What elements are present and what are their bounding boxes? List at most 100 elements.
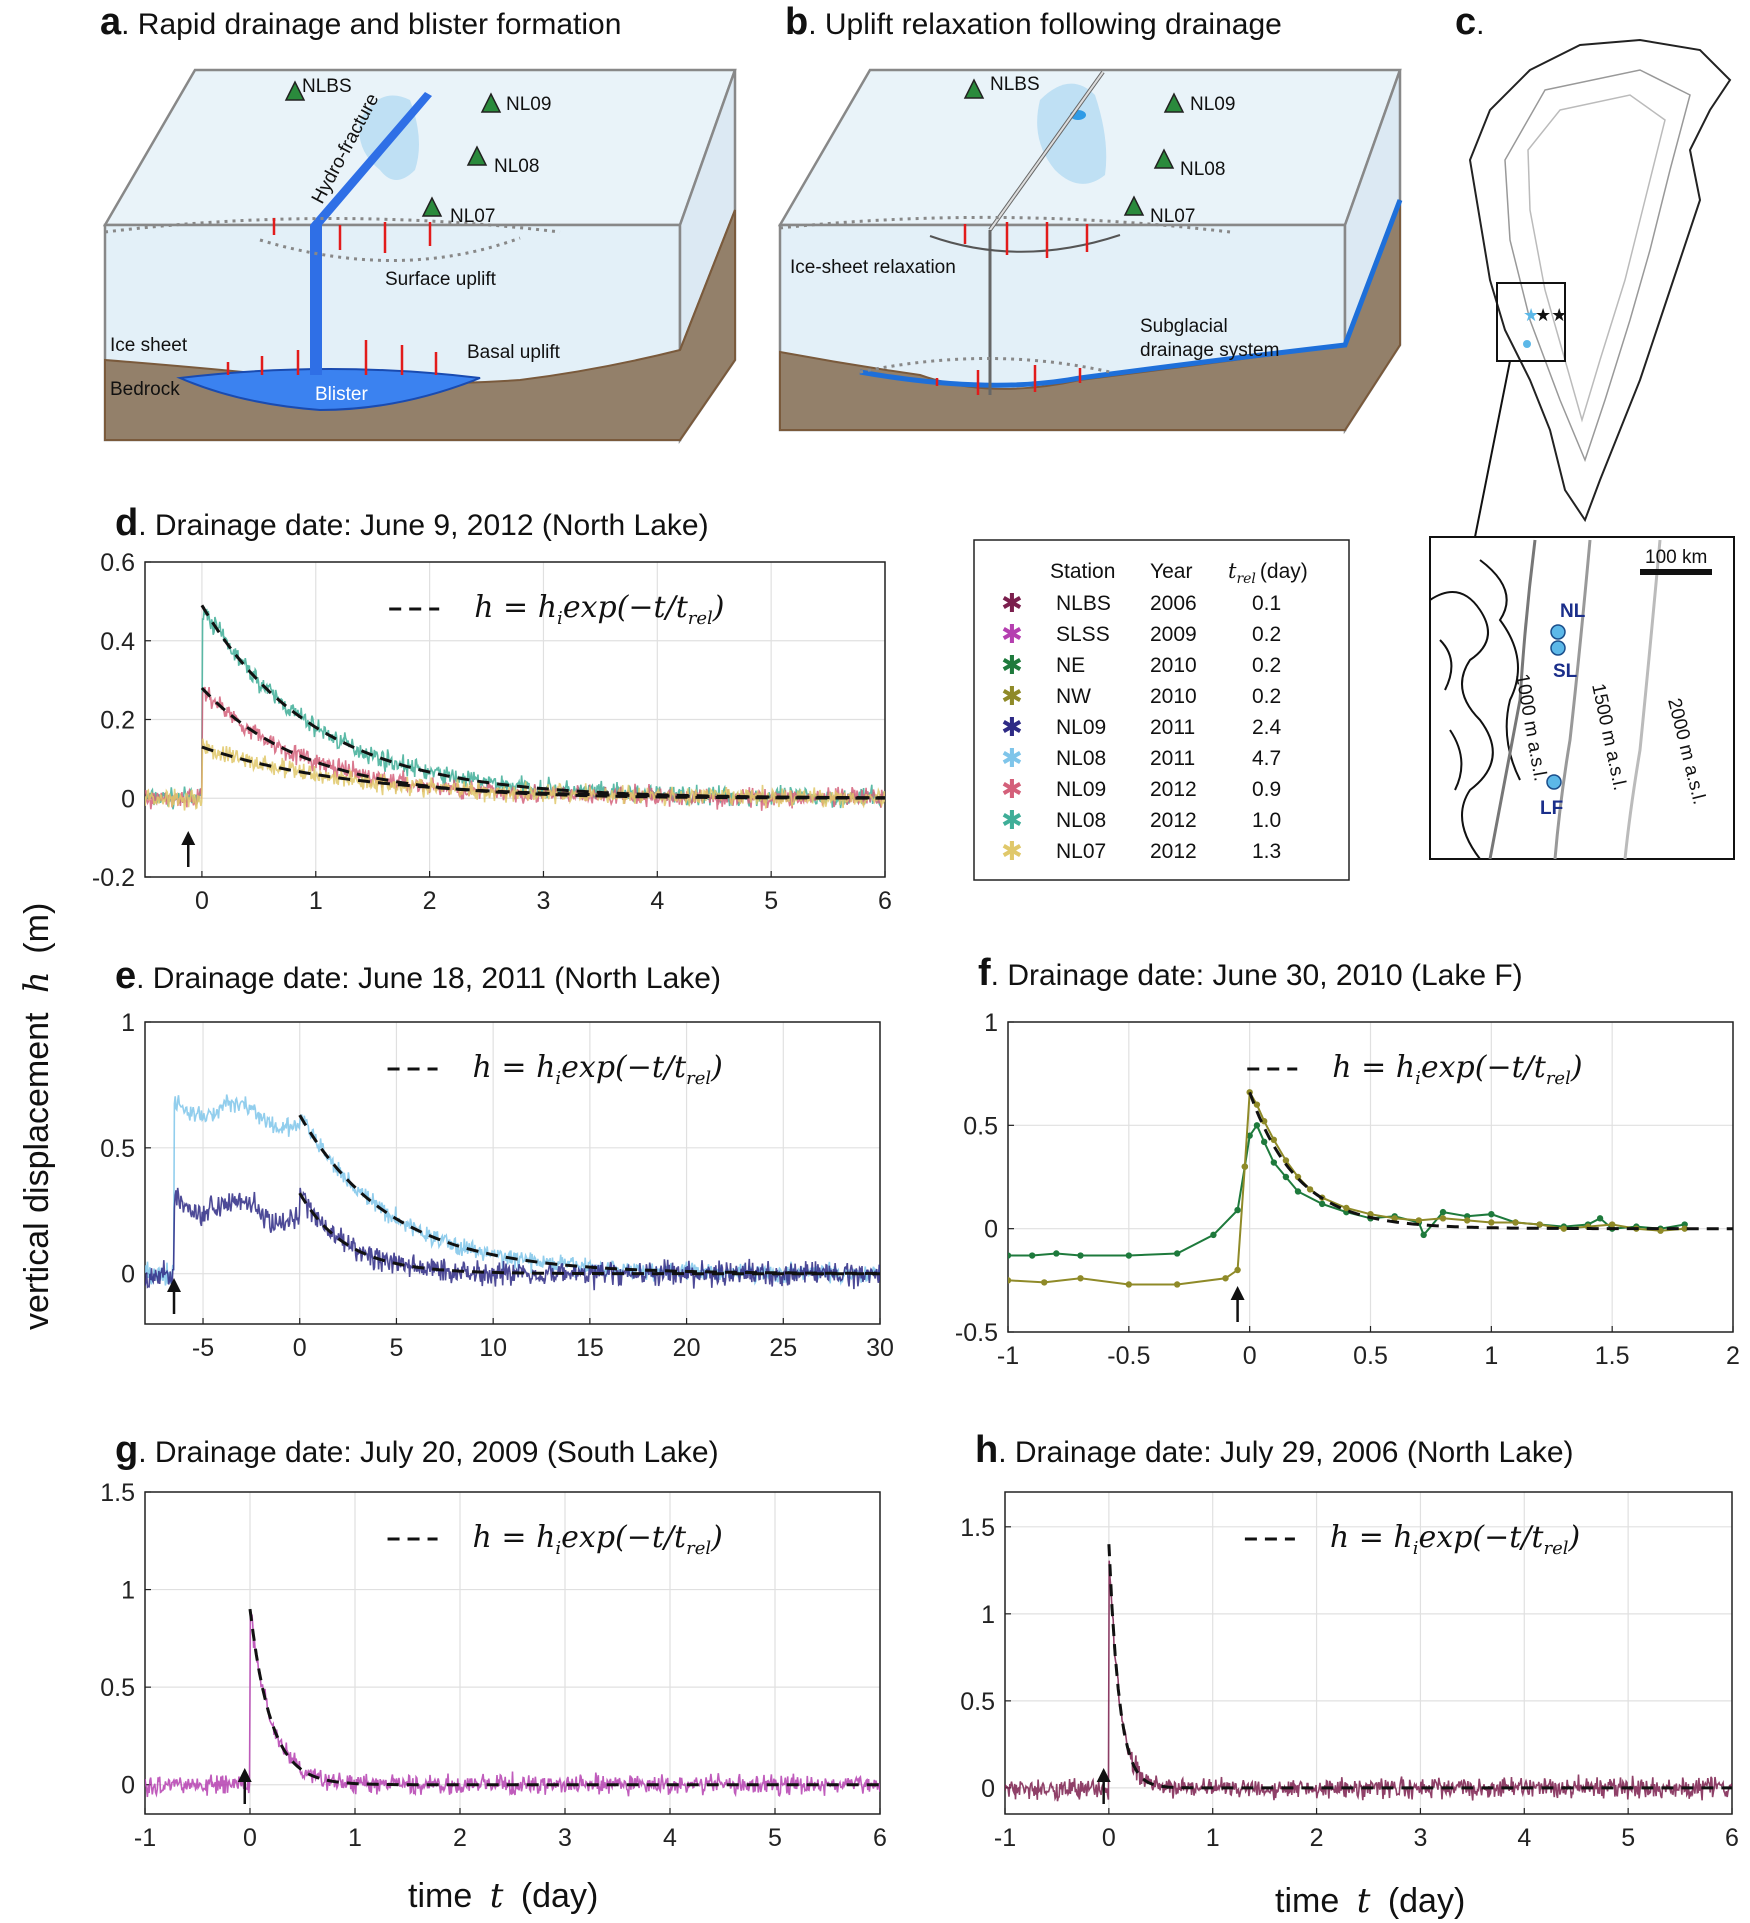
legend-station: NL08: [1056, 809, 1106, 832]
data-point: [1253, 1101, 1261, 1108]
blister-text: Blister: [315, 384, 368, 405]
data-point: [1008, 1277, 1012, 1284]
a-nl07: NL07: [450, 206, 495, 227]
charts: d. Drainage date: June 9, 2012 (North La…: [92, 502, 1740, 1852]
y-tick-label: 0: [121, 1261, 135, 1289]
svg-text:b. Uplift relaxation following: b. Uplift relaxation following drainage: [785, 1, 1282, 43]
surface-uplift-text: Surface uplift: [385, 269, 497, 290]
legend-row: ✱ NW 2010 0.2: [1001, 682, 1281, 712]
data-point: [1681, 1225, 1688, 1232]
data-point: [1246, 1132, 1253, 1139]
svg-text:★: ★: [1523, 305, 1539, 326]
fit-curve: [1248, 1091, 1733, 1231]
svg-text:a. Rapid drainage and blister: a. Rapid drainage and blister formation: [100, 1, 621, 43]
y-tick-label: 1: [981, 1601, 995, 1629]
data-point: [1608, 1221, 1616, 1228]
legend-trel: 1.3: [1252, 840, 1281, 863]
legend-marker: ✱: [1001, 589, 1023, 619]
data-point: [1282, 1157, 1290, 1164]
data-point: [1282, 1173, 1290, 1181]
legend-marker: ✱: [1001, 651, 1023, 681]
data-point: [1260, 1138, 1268, 1146]
panel-c-label: c: [1455, 1, 1476, 43]
panel-c-title: .: [1476, 8, 1484, 41]
legend-marker: ✱: [1001, 620, 1023, 650]
legend-header-year: Year: [1150, 560, 1192, 583]
x-tick-label: 0: [243, 1824, 257, 1852]
data-point: [1253, 1122, 1261, 1129]
y-tick-label: 1: [121, 1577, 135, 1605]
y-tick-label: 0: [121, 1772, 135, 1800]
plot-frame: [1004, 1491, 1733, 1815]
x-tick-label: 1: [1206, 1824, 1220, 1852]
legend-station: NL09: [1056, 716, 1106, 739]
legend-station: NLBS: [1056, 592, 1111, 615]
x-tick-label: 3: [1413, 1824, 1427, 1852]
y-tick-label: 0.5: [100, 1674, 135, 1702]
series-nl09-2011: [145, 1187, 880, 1291]
svg-text:c.: c.: [1455, 1, 1484, 43]
legend-trel: 0.9: [1252, 778, 1281, 801]
series-trace: [145, 1187, 880, 1291]
x-tick-label: 15: [576, 1334, 604, 1362]
data-point: [1222, 1275, 1229, 1282]
data-point: [1488, 1211, 1495, 1218]
data-point: [1053, 1250, 1060, 1257]
x-tick-label: 4: [663, 1824, 677, 1852]
legend-trel: 2.4: [1252, 716, 1282, 739]
chart-title-f: f. Drainage date: June 30, 2010 (Lake F): [978, 952, 1523, 994]
legend-marker: ✱: [1001, 744, 1023, 774]
x-tick-label: 0: [293, 1334, 307, 1362]
data-point: [1536, 1221, 1543, 1228]
x-tick-label: 2: [1310, 1824, 1324, 1852]
data-point: [1415, 1217, 1423, 1224]
chart-title-h: h. Drainage date: July 29, 2006 (North L…: [975, 1429, 1574, 1471]
sl-label: SL: [1553, 661, 1578, 682]
y-tick-label: -0.2: [92, 864, 135, 892]
chart-g: g. Drainage date: July 20, 2009 (South L…: [100, 1429, 887, 1852]
legend-year: 2012: [1150, 840, 1197, 863]
legend-year: 2006: [1150, 592, 1197, 615]
legend-station: NE: [1056, 654, 1085, 677]
y-tick-label: 0: [984, 1216, 998, 1244]
fit-curve: [298, 1192, 880, 1276]
y-tick-label: 1.5: [960, 1514, 995, 1542]
fit-legend: h = hiexp(−t/trel): [474, 590, 724, 629]
data-point: [1234, 1266, 1241, 1274]
data-point: [1391, 1215, 1398, 1222]
panel-b-title: . Uplift relaxation following drainage: [808, 8, 1282, 41]
legend-row: ✱ SLSS 2009 0.2: [1001, 620, 1281, 650]
legend-year: 2012: [1150, 778, 1197, 801]
legend-trel: 0.2: [1252, 654, 1281, 677]
y-tick-label: 0.2: [100, 707, 135, 735]
panel-a-title: . Rapid drainage and blister formation: [121, 8, 621, 41]
y-tick-label: 1.5: [100, 1479, 135, 1507]
data-point: [1439, 1208, 1447, 1216]
x-tick-label: 3: [537, 887, 551, 915]
legend-year: 2009: [1150, 623, 1197, 646]
legend-marker: ✱: [1001, 775, 1023, 805]
fit-curve: [298, 1114, 880, 1275]
x-tick-label: 0: [1243, 1342, 1257, 1370]
x-tick-label: 0: [195, 887, 209, 915]
relax-text: Ice-sheet relaxation: [790, 257, 956, 278]
data-point: [1420, 1231, 1427, 1239]
y-tick-label: 0: [981, 1775, 995, 1803]
legend-station: NL07: [1056, 840, 1106, 863]
x-tick-label: 3: [558, 1824, 572, 1852]
legend-row: ✱ NL07 2012 1.3: [1001, 837, 1281, 867]
legend-row: ✱ NE 2010 0.2: [1001, 651, 1281, 681]
legend-row: ✱ NL08 2012 1.0: [1001, 806, 1281, 836]
x-tick-label: 2: [423, 887, 437, 915]
b-nl07: NL07: [1150, 206, 1195, 227]
x-tick-label: -1: [134, 1824, 156, 1852]
y-tick-label: 0.6: [100, 549, 135, 577]
legend-year: 2010: [1150, 685, 1197, 708]
basal-uplift-text: Basal uplift: [467, 342, 561, 363]
x-tick-label: 1: [309, 887, 323, 915]
x-tick-label: -0.5: [1107, 1342, 1150, 1370]
xlabel-h: time t (day): [1275, 1881, 1465, 1921]
svg-text:trel(day): trel (day): [1228, 559, 1308, 587]
legend-marker: ✱: [1001, 713, 1023, 743]
